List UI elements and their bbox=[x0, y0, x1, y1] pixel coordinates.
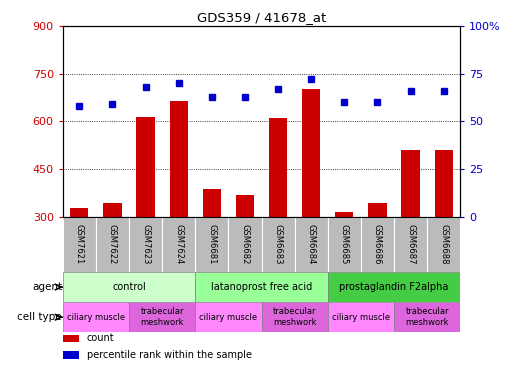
Text: GSM6686: GSM6686 bbox=[373, 224, 382, 264]
Bar bbox=[104, 203, 121, 217]
Bar bbox=[203, 188, 221, 217]
Text: GSM7624: GSM7624 bbox=[174, 224, 183, 264]
Text: GSM6682: GSM6682 bbox=[241, 224, 249, 264]
Text: GSM6687: GSM6687 bbox=[406, 224, 415, 264]
Text: GSM6681: GSM6681 bbox=[207, 224, 217, 264]
Bar bbox=[335, 212, 354, 217]
Text: GSM6683: GSM6683 bbox=[274, 224, 282, 264]
Bar bbox=[328, 217, 361, 272]
Text: GSM7622: GSM7622 bbox=[108, 224, 117, 264]
Bar bbox=[294, 217, 328, 272]
Bar bbox=[328, 302, 394, 332]
Bar bbox=[70, 208, 88, 217]
Bar bbox=[63, 302, 129, 332]
Bar bbox=[63, 335, 78, 342]
Bar bbox=[63, 272, 195, 302]
Bar bbox=[162, 217, 195, 272]
Text: GSM6684: GSM6684 bbox=[306, 224, 316, 264]
Text: latanoprost free acid: latanoprost free acid bbox=[211, 282, 312, 292]
Bar bbox=[262, 217, 294, 272]
Bar bbox=[63, 351, 78, 359]
Bar bbox=[137, 117, 155, 217]
Text: percentile rank within the sample: percentile rank within the sample bbox=[87, 350, 252, 360]
Bar bbox=[394, 302, 460, 332]
Text: GSM7621: GSM7621 bbox=[75, 224, 84, 264]
Text: prostaglandin F2alpha: prostaglandin F2alpha bbox=[339, 282, 449, 292]
Text: trabecular
meshwork: trabecular meshwork bbox=[405, 307, 449, 327]
Text: trabecular
meshwork: trabecular meshwork bbox=[273, 307, 316, 327]
Bar bbox=[63, 217, 96, 272]
Text: GSM6688: GSM6688 bbox=[439, 224, 448, 264]
Bar bbox=[368, 203, 386, 217]
Bar bbox=[129, 302, 195, 332]
Text: count: count bbox=[87, 333, 114, 343]
Bar bbox=[195, 272, 328, 302]
Text: trabecular
meshwork: trabecular meshwork bbox=[140, 307, 184, 327]
Text: GSM6685: GSM6685 bbox=[340, 224, 349, 264]
Bar bbox=[402, 150, 419, 217]
Bar bbox=[269, 118, 287, 217]
Bar bbox=[229, 217, 262, 272]
Bar bbox=[195, 217, 229, 272]
Bar bbox=[236, 195, 254, 217]
Bar bbox=[435, 150, 453, 217]
Title: GDS359 / 41678_at: GDS359 / 41678_at bbox=[197, 11, 326, 25]
Bar bbox=[328, 272, 460, 302]
Text: control: control bbox=[112, 282, 146, 292]
Text: ciliary muscle: ciliary muscle bbox=[67, 313, 125, 322]
Bar bbox=[394, 217, 427, 272]
Bar bbox=[195, 302, 262, 332]
Text: GSM7623: GSM7623 bbox=[141, 224, 150, 264]
Text: ciliary muscle: ciliary muscle bbox=[199, 313, 257, 322]
Bar bbox=[427, 217, 460, 272]
Bar bbox=[129, 217, 162, 272]
Bar bbox=[302, 90, 320, 217]
Bar bbox=[169, 101, 188, 217]
Bar bbox=[262, 302, 328, 332]
Text: cell type: cell type bbox=[17, 312, 62, 322]
Bar bbox=[361, 217, 394, 272]
Text: ciliary muscle: ciliary muscle bbox=[332, 313, 390, 322]
Text: agent: agent bbox=[32, 282, 62, 292]
Bar bbox=[96, 217, 129, 272]
